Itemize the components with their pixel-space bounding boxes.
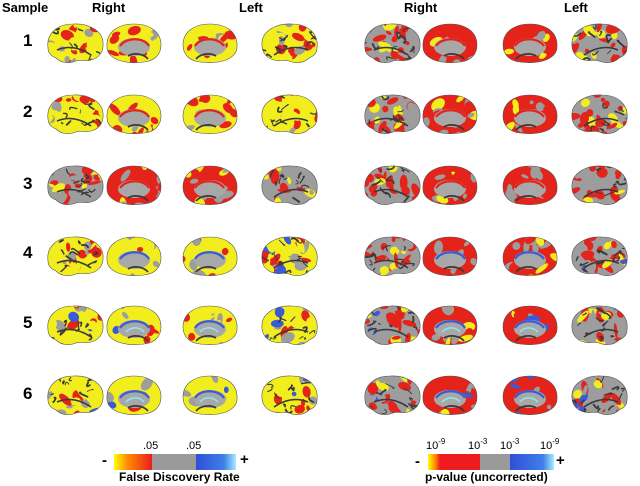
brain-lateral-view: [364, 305, 421, 345]
brain-lateral-view: [364, 375, 421, 415]
brain-medial-view: [422, 236, 478, 276]
brain-medial-view: [502, 236, 558, 276]
brain-medial-view: [106, 23, 162, 63]
pvalue-tick-1: 10-9: [426, 437, 446, 452]
brain-medial-view: [502, 165, 558, 205]
fdr-tick-left: .05: [143, 440, 159, 452]
pvalue-plus-sign: +: [556, 452, 565, 469]
brain-lateral-view: [364, 94, 421, 134]
brain-lateral-view: [571, 94, 628, 134]
pvalue-tick-4: 10-9: [540, 437, 560, 452]
sample-label-1: 1: [23, 31, 33, 50]
sample-label-4: 4: [23, 243, 33, 262]
fdr-colorbar: [114, 454, 236, 470]
fdr-right-header: Right: [92, 0, 126, 15]
pvalue-left-header: Left: [564, 0, 588, 15]
brain-medial-view: [422, 94, 478, 134]
brain-lateral-view: [261, 94, 318, 134]
brain-medial-view: [502, 305, 558, 345]
brain-lateral-view: [47, 94, 104, 134]
brain-medial-view: [182, 236, 238, 276]
brain-medial-view: [422, 165, 478, 205]
brain-lateral-view: [571, 375, 628, 415]
brain-medial-view: [502, 375, 558, 415]
brain-medial-view: [106, 94, 162, 134]
pvalue-tick-2: 10-3: [468, 437, 488, 452]
brain-lateral-view: [571, 236, 628, 276]
brain-medial-view: [182, 23, 238, 63]
brain-medial-view: [106, 375, 162, 415]
brain-medial-view: [502, 94, 558, 134]
brain-medial-view: [182, 375, 238, 415]
brain-medial-view: [182, 94, 238, 134]
fdr-plus-sign: +: [240, 451, 249, 468]
pvalue-minus-sign: -: [415, 453, 420, 470]
brain-lateral-view: [261, 236, 318, 276]
brain-lateral-view: [571, 305, 628, 345]
brain-lateral-view: [47, 305, 104, 345]
brain-lateral-view: [261, 165, 318, 205]
sample-label-2: 2: [23, 102, 33, 121]
fdr-colorbar-title: False Discovery Rate: [119, 470, 240, 484]
brain-medial-view: [422, 23, 478, 63]
brain-medial-view: [106, 305, 162, 345]
brain-medial-view: [182, 305, 238, 345]
pvalue-colorbar-title: p-value (uncorrected): [425, 470, 548, 484]
fdr-left-header: Left: [239, 0, 263, 15]
pvalue-right-header: Right: [404, 0, 438, 15]
sample-label-3: 3: [23, 174, 33, 193]
brain-medial-view: [106, 236, 162, 276]
sample-label-6: 6: [23, 384, 33, 403]
pvalue-tick-3: 10-3: [500, 437, 520, 452]
fdr-tick-right: .05: [186, 440, 202, 452]
brain-medial-view: [502, 23, 558, 63]
brain-medial-view: [182, 165, 238, 205]
brain-medial-view: [422, 375, 478, 415]
sample-header: Sample: [2, 0, 49, 15]
fdr-minus-sign: -: [102, 452, 107, 469]
brain-lateral-view: [47, 165, 104, 205]
brain-lateral-view: [47, 23, 104, 63]
brain-lateral-view: [261, 375, 318, 415]
pvalue-colorbar: [428, 454, 554, 470]
brain-medial-view: [422, 305, 478, 345]
sample-label-5: 5: [23, 313, 33, 332]
brain-lateral-view: [364, 23, 421, 63]
brain-lateral-view: [364, 236, 421, 276]
brain-lateral-view: [364, 165, 421, 205]
brain-lateral-view: [47, 236, 104, 276]
brain-lateral-view: [571, 165, 628, 205]
brain-lateral-view: [261, 23, 318, 63]
brain-lateral-view: [571, 23, 628, 63]
brain-medial-view: [106, 165, 162, 205]
brain-lateral-view: [47, 375, 104, 415]
brain-lateral-view: [261, 305, 318, 345]
